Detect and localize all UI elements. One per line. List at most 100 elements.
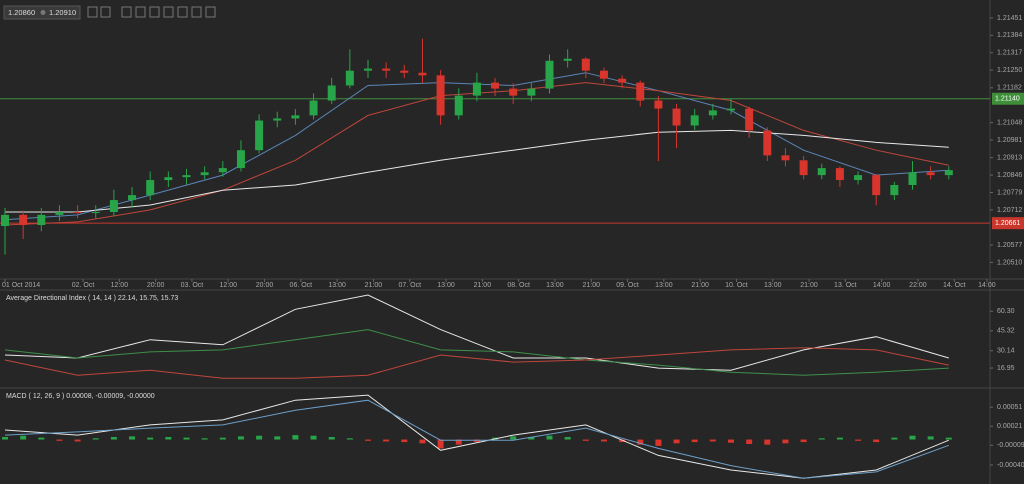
x-tick-label: 21:00 (365, 282, 383, 289)
candle-body (563, 58, 572, 61)
y-tick-label: 60.30 (997, 308, 1015, 315)
histogram-bar (274, 436, 281, 440)
histogram-bar (546, 435, 553, 440)
histogram-bar (92, 438, 99, 440)
screenshot-button[interactable] (191, 6, 202, 18)
indicator-line (4, 294, 949, 371)
x-tick-label: 21:00 (800, 282, 818, 289)
y-tick-label: 1.21048 (997, 119, 1022, 126)
histogram-bar (147, 437, 154, 440)
y-tick-label: 1.20577 (997, 242, 1022, 249)
y-tick-label: 45.32 (997, 328, 1015, 335)
y-tick-label: 1.21384 (997, 32, 1022, 39)
candle-body (91, 212, 100, 214)
candle-body (854, 175, 863, 181)
candle-body (363, 68, 372, 71)
candle-body (309, 100, 318, 116)
histogram-bar (891, 437, 898, 440)
histogram-bar (764, 439, 771, 445)
candle-body (291, 115, 300, 119)
zoom-out-button[interactable] (100, 6, 111, 18)
histogram-bar (727, 439, 734, 443)
x-tick-label: 21:00 (474, 282, 492, 289)
indicator-line (4, 399, 949, 479)
candle-body (509, 88, 518, 96)
histogram-bar (927, 436, 934, 440)
y-tick-label: 0.00051 (997, 404, 1022, 411)
histogram-bar (237, 436, 244, 440)
candle-body (109, 200, 118, 213)
candle-body (872, 175, 881, 196)
y-tick-label: 1.20913 (997, 155, 1022, 162)
candle-body (817, 168, 826, 176)
candle-body (890, 184, 899, 196)
x-tick-label: 03. Oct (181, 282, 204, 289)
histogram-bar (165, 437, 172, 440)
x-tick-label: 20:00 (147, 282, 165, 289)
histogram-bar (364, 439, 371, 441)
zoom-in-button[interactable] (87, 6, 98, 18)
spread-icon (40, 10, 46, 15)
x-tick-label: 14:00 (978, 282, 996, 289)
candle-body (708, 110, 717, 116)
histogram-bar (183, 437, 190, 440)
histogram-bar (437, 439, 444, 449)
histogram-bar (401, 439, 408, 443)
histogram-bar (256, 435, 263, 440)
settings-button[interactable] (205, 6, 216, 18)
histogram-bar (292, 435, 299, 440)
indicator-button[interactable] (149, 6, 160, 18)
histogram-bar (855, 439, 862, 441)
level-label: 1.21140 (995, 96, 1020, 103)
histogram-bar (20, 435, 27, 440)
x-tick-label: 12:00 (219, 282, 237, 289)
x-tick-label: 21:00 (582, 282, 600, 289)
x-tick-label: 13:00 (764, 282, 782, 289)
x-tick-label: 12:00 (111, 282, 129, 289)
histogram-bar (691, 439, 698, 443)
candle-body (418, 72, 427, 76)
candle-body (599, 70, 608, 79)
histogram-bar (38, 437, 45, 440)
candle-body (545, 60, 554, 89)
indicator-line (4, 329, 949, 376)
chart-type-button[interactable] (135, 6, 146, 18)
x-tick-label: 20:00 (256, 282, 274, 289)
candle-body (55, 212, 64, 215)
candle-body (19, 214, 28, 225)
x-tick-label: 01 Oct 2014 (2, 282, 40, 289)
template-button[interactable] (177, 6, 188, 18)
drawing-button[interactable] (163, 6, 174, 18)
histogram-bar (328, 437, 335, 440)
level-label-box (992, 92, 1024, 105)
y-tick-label: 1.21250 (997, 67, 1022, 74)
candle-body (327, 85, 336, 101)
histogram-bar (909, 435, 916, 440)
histogram-bar (419, 439, 426, 444)
x-tick-label: 07. Oct (398, 282, 421, 289)
candle-body (690, 115, 699, 126)
candle-body (164, 177, 173, 181)
candle-body (726, 108, 735, 111)
candle-body (926, 172, 935, 176)
crosshair-button[interactable] (121, 6, 132, 18)
candle-body (200, 172, 209, 176)
histogram-bar (800, 439, 807, 443)
candle-body (273, 118, 282, 121)
candle-body (182, 175, 191, 178)
candle-body (345, 70, 354, 86)
level-label: 1.20661 (995, 220, 1020, 227)
histogram-bar (219, 437, 226, 440)
indicator-line (4, 347, 949, 379)
histogram-bar (383, 439, 390, 442)
moving-average (5, 129, 949, 213)
candle-body (618, 78, 627, 83)
x-tick-label: 13:00 (437, 282, 455, 289)
histogram-bar (582, 439, 589, 441)
y-tick-label: 1.20846 (997, 172, 1022, 179)
y-tick-label: 30.14 (997, 348, 1015, 355)
y-tick-label: 1.21182 (997, 85, 1022, 92)
candle-body (527, 88, 536, 96)
x-tick-label: 14:00 (873, 282, 891, 289)
